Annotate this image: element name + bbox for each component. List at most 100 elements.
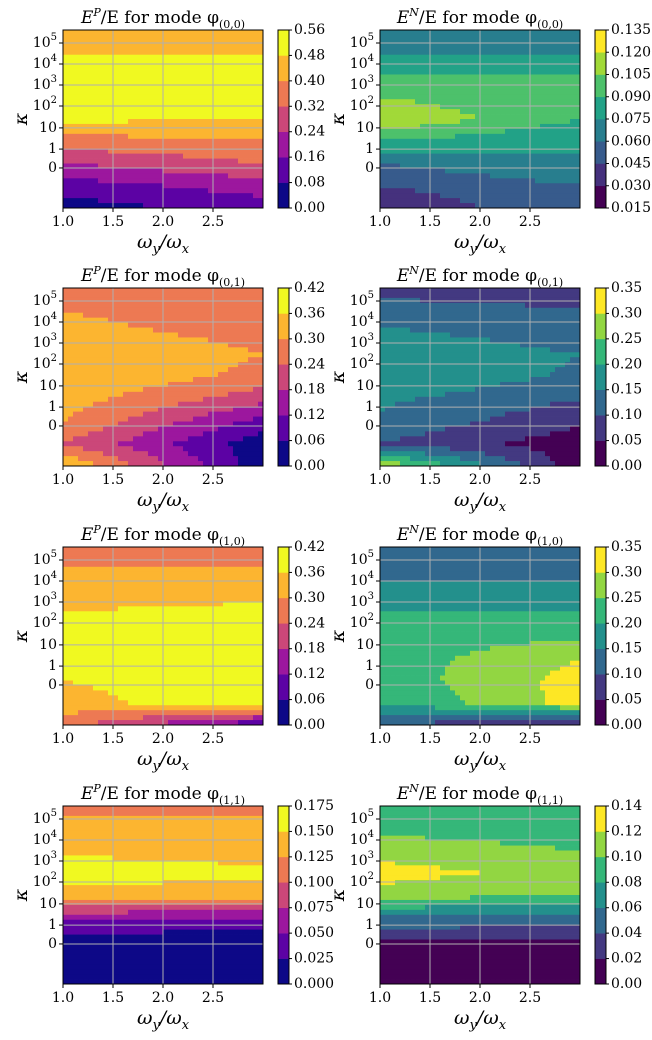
heatmap-cell (253, 203, 259, 209)
heatmap-cell (118, 99, 124, 105)
heatmap-cell (123, 456, 129, 462)
heatmap-cell (93, 317, 99, 324)
heatmap-cell (430, 123, 436, 130)
colorbar-tick-label: 0.18 (294, 382, 325, 398)
heatmap-cell (450, 49, 456, 56)
heatmap-cell (380, 441, 386, 447)
heatmap-cell (385, 401, 391, 408)
heatmap-cell (143, 138, 149, 145)
heatmap-cell (108, 188, 114, 194)
heatmap-cell (128, 64, 134, 70)
heatmap-cell (158, 381, 164, 388)
heatmap-cell (400, 64, 406, 70)
heatmap-cell (253, 114, 259, 120)
heatmap-cell (405, 178, 411, 184)
heatmap-cell (73, 302, 79, 309)
heatmap-cell (410, 288, 416, 294)
heatmap-cell (545, 143, 551, 150)
heatmap-cell (238, 421, 244, 427)
heatmap-cell (103, 288, 109, 294)
heatmap-cell (98, 456, 104, 462)
heatmap-cell (435, 188, 441, 194)
heatmap-cell (108, 153, 114, 159)
heatmap-cell (133, 441, 139, 447)
heatmap-cell (380, 109, 386, 115)
heatmap-cell (223, 396, 229, 403)
heatmap-cell (520, 163, 526, 169)
heatmap-cell (158, 456, 164, 462)
heatmap-cell (380, 461, 386, 467)
heatmap-cell (410, 446, 416, 452)
heatmap-cell (143, 30, 149, 36)
heatmap-cell (203, 163, 209, 169)
heatmap-cell (380, 451, 386, 457)
colorbar-tick-label: 0.00 (294, 458, 325, 474)
heatmap-cell (425, 99, 431, 105)
heatmap-cell (470, 188, 476, 194)
heatmap-cell (400, 198, 406, 204)
heatmap-cell (73, 406, 79, 413)
heatmap-cell (73, 322, 79, 328)
heatmap-cell (173, 69, 179, 75)
heatmap-cell (520, 59, 526, 66)
heatmap-cell (495, 138, 501, 145)
heatmap-cell (213, 30, 219, 36)
colorbar-tick-label: 0.48 (294, 47, 325, 63)
heatmap-cell (183, 163, 189, 169)
heatmap-cell (395, 317, 401, 324)
heatmap-cell (233, 342, 239, 348)
heatmap-cell (68, 49, 74, 56)
heatmap-cell (233, 396, 239, 403)
heatmap-cell (415, 104, 421, 110)
heatmap-cell (465, 138, 471, 145)
heatmap-cell (83, 109, 89, 115)
heatmap-cell (460, 114, 466, 120)
heatmap-cell (118, 30, 124, 36)
heatmap-cell (168, 396, 174, 403)
heatmap-cell (63, 386, 69, 393)
heatmap-cell (400, 203, 406, 209)
heatmap-cell (93, 183, 99, 189)
heatmap-cell (193, 59, 199, 66)
heatmap-cell (168, 347, 174, 353)
heatmap-cell (63, 332, 69, 338)
heatmap-cell (98, 183, 104, 189)
heatmap-cell (133, 148, 139, 155)
heatmap-cell (400, 451, 406, 457)
heatmap-cell (380, 183, 386, 189)
heatmap-cell (198, 357, 204, 363)
heatmap-cell (78, 188, 84, 194)
heatmap-cell (143, 317, 149, 324)
heatmap-cell (133, 178, 139, 184)
heatmap-cell (385, 198, 391, 204)
heatmap-cell (208, 84, 214, 90)
heatmap-cell (73, 307, 79, 314)
heatmap-cell (128, 426, 134, 432)
heatmap-cell (128, 173, 134, 179)
heatmap-cell (395, 69, 401, 75)
heatmap-cell (223, 79, 229, 85)
heatmap-cell (98, 431, 104, 437)
heatmap-cell (385, 188, 391, 194)
heatmap-cell (138, 362, 144, 368)
heatmap-cell (208, 396, 214, 403)
heatmap-cell (93, 54, 99, 61)
heatmap-cell (425, 322, 431, 328)
heatmap-cell (465, 49, 471, 56)
heatmap-cell (510, 198, 516, 204)
heatmap-cell (475, 109, 481, 115)
heatmap-cell (138, 446, 144, 452)
heatmap-cell (385, 153, 391, 159)
heatmap-cell (193, 79, 199, 85)
heatmap-cell (233, 312, 239, 319)
heatmap-cell (535, 114, 541, 120)
heatmap-cell (198, 307, 204, 314)
heatmap-cell (218, 372, 224, 378)
heatmap-cell (485, 44, 491, 51)
heatmap-cell (218, 312, 224, 319)
heatmap-cell (123, 104, 129, 110)
heatmap-cell (243, 401, 249, 408)
heatmap-cell (425, 446, 431, 452)
heatmap-cell (515, 148, 521, 155)
heatmap-cell (385, 381, 391, 388)
